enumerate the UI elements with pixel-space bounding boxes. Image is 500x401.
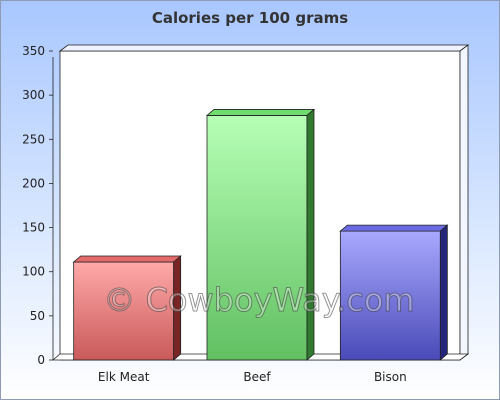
bar-side — [439, 224, 448, 361]
y-tick-label: 150 — [22, 221, 45, 235]
bar-elk-meat — [72, 255, 182, 361]
bar-front — [206, 115, 308, 361]
bar-front — [339, 230, 441, 361]
watermark-text: © CowboyWay.com — [103, 281, 414, 319]
y-tick-label: 200 — [22, 176, 45, 190]
bar-top — [205, 109, 316, 116]
y-tick-label: 250 — [22, 132, 45, 146]
plot-depth-right — [459, 44, 469, 361]
plot-depth-top — [58, 44, 470, 52]
y-tick-label: 0 — [37, 353, 45, 367]
y-tick-label: 350 — [22, 44, 45, 58]
bar-top — [72, 255, 182, 263]
bar-bison — [339, 224, 449, 361]
bar-front — [73, 261, 175, 361]
chart-title: Calories per 100 grams — [151, 9, 349, 27]
bar-side — [173, 255, 182, 361]
bar-beef — [205, 108, 316, 361]
y-tick-label: 50 — [30, 309, 45, 323]
y-tick-label: 100 — [22, 265, 45, 279]
x-category-label: Beef — [243, 370, 271, 384]
bar-side — [306, 108, 315, 361]
x-category-label: Elk Meat — [98, 370, 150, 384]
x-category-label: Bison — [374, 370, 407, 384]
y-tick-label: 300 — [22, 88, 45, 102]
bar-top — [339, 224, 449, 232]
